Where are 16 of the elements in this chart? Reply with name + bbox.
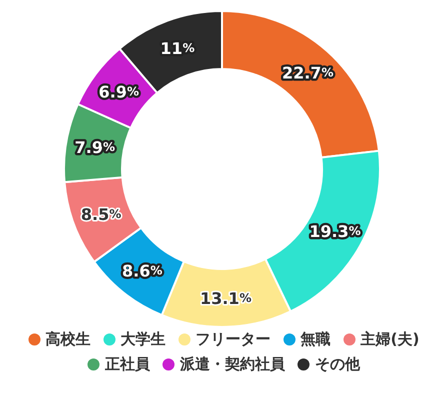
legend-label: 高校生 <box>46 330 91 349</box>
data-label: 8.5% <box>80 204 122 224</box>
legend-label: 無職 <box>300 330 331 349</box>
data-label: 8.6% <box>122 260 162 280</box>
data-label: 6.9% <box>98 82 140 102</box>
data-label: 13.1% <box>200 288 252 308</box>
legend-label: フリーター <box>196 330 271 349</box>
data-label: 7.9% <box>74 138 116 157</box>
data-label: 19.3% <box>309 222 361 241</box>
legend-label: 正社員 <box>105 355 150 374</box>
legend-label: その他 <box>315 355 360 374</box>
legend-label: 主婦(夫) <box>360 330 420 349</box>
data-label: 11% <box>160 38 195 58</box>
data-label: 22.7% <box>282 63 334 82</box>
legend-label: 大学生 <box>120 330 166 349</box>
legend-label: 派遣・契約社員 <box>180 355 285 374</box>
